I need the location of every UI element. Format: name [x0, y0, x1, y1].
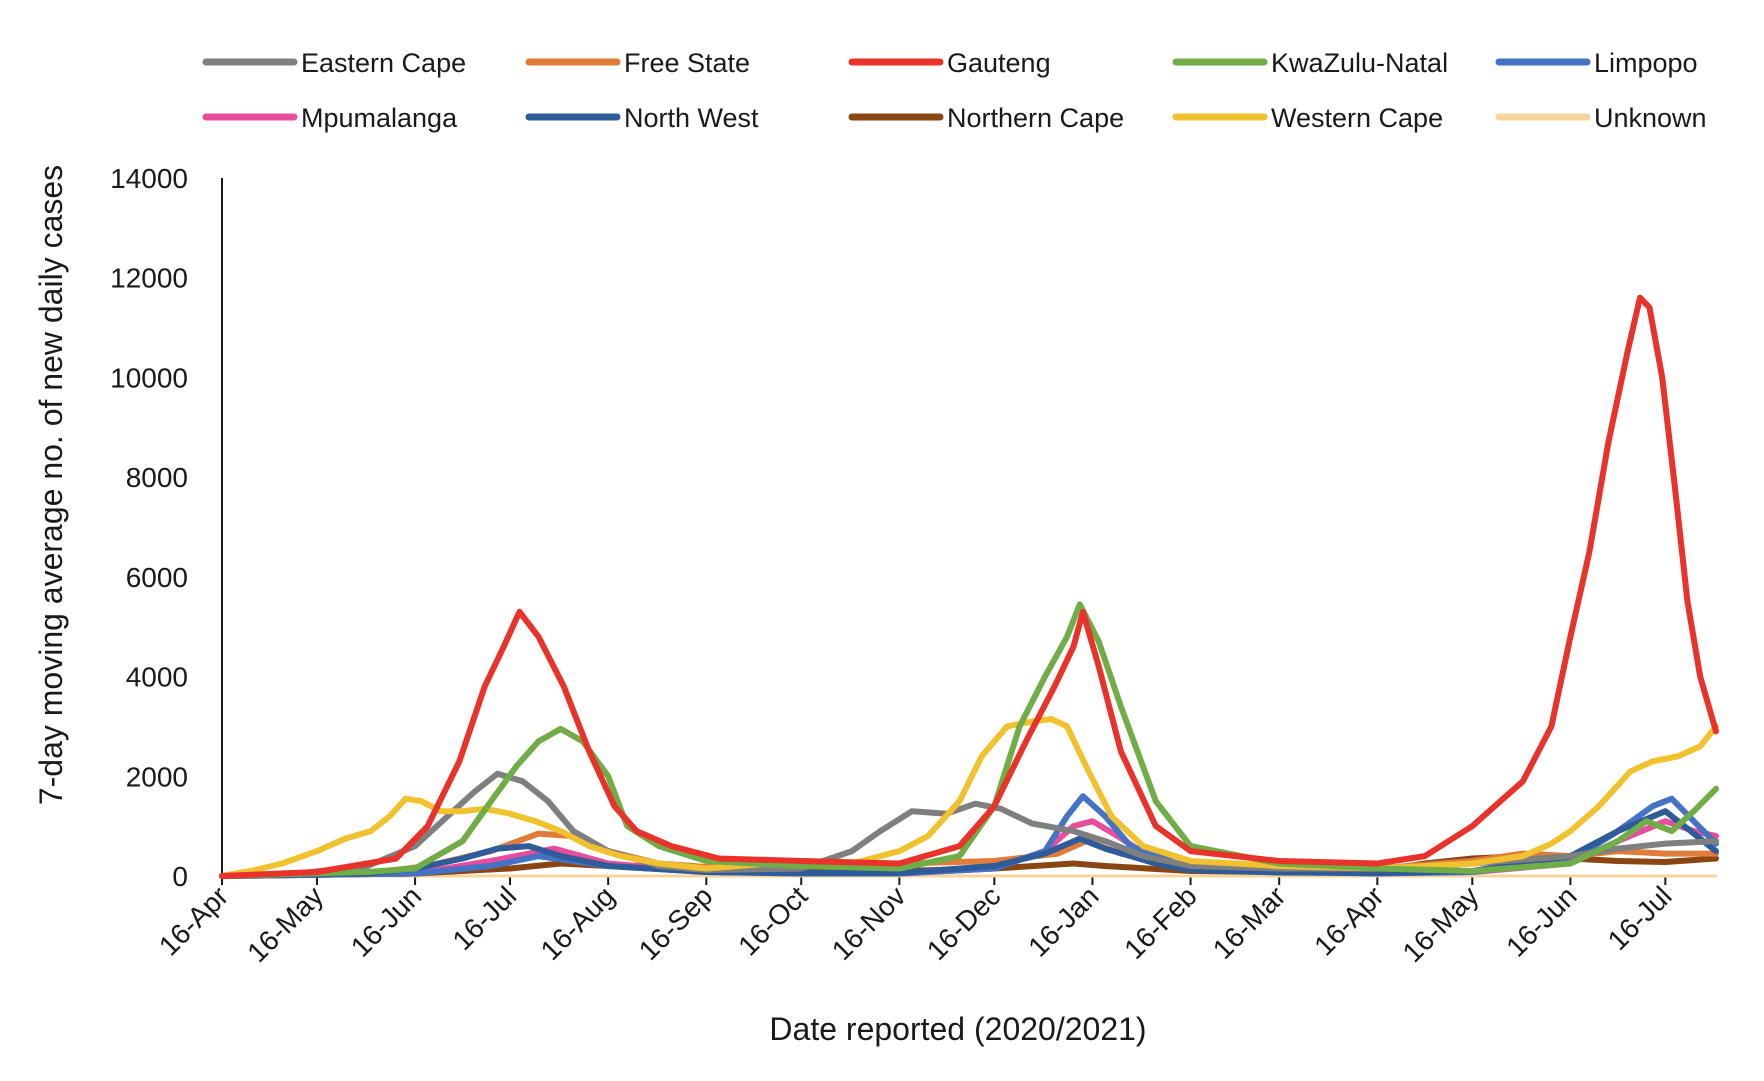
x-tick-label: 16-Oct	[732, 880, 813, 961]
series-line-western-cape	[219, 716, 1719, 879]
legend-item: North West	[525, 103, 759, 133]
legend-label: KwaZulu-Natal	[1271, 48, 1448, 78]
legend-label: Limpopo	[1594, 48, 1698, 78]
y-tick-label: 10000	[110, 362, 188, 393]
legend-item: Western Cape	[1172, 103, 1443, 133]
legend-item: Unknown	[1495, 103, 1707, 133]
x-tick-label: 16-Jun	[345, 880, 427, 962]
legend-label: Unknown	[1594, 103, 1707, 133]
legend-label: Western Cape	[1271, 103, 1443, 133]
y-tick-label: 0	[172, 861, 188, 892]
x-tick-label: 16-Jun	[1500, 880, 1582, 962]
x-tick-label: 16-Sep	[633, 880, 719, 966]
legend-label: Free State	[624, 48, 750, 78]
legend-label: Mpumalanga	[301, 103, 458, 133]
legend-item: Free State	[525, 48, 750, 78]
legend-item: Limpopo	[1495, 48, 1698, 78]
y-tick-label: 14000	[110, 163, 188, 194]
x-tick-label: 16-Feb	[1118, 880, 1203, 965]
series-line-gauteng	[219, 294, 1719, 879]
legend-label: Northern Cape	[947, 103, 1124, 133]
series-line-kwazulu-natal	[219, 601, 1719, 879]
legend: Eastern Cape Free State Gauteng KwaZulu-Nat…	[202, 48, 1707, 133]
x-tick-label: 16-Jul	[1602, 880, 1678, 956]
y-tick-label: 4000	[126, 662, 188, 693]
x-axis: 16-Apr 16-May 16-Jun 16-Jul 16-Aug 16-Sep 16-O…	[153, 875, 1716, 968]
y-axis-title: 7-day moving average no. of new daily ca…	[33, 165, 69, 805]
x-tick-label: 16-Apr	[1308, 880, 1389, 961]
plot-area	[219, 294, 1719, 879]
x-tick-label: 16-Jul	[446, 880, 522, 956]
legend-label: Eastern Cape	[301, 48, 466, 78]
y-tick-label: 8000	[126, 462, 188, 493]
legend-item: Gauteng	[848, 48, 1051, 78]
y-tick-label: 2000	[126, 761, 188, 792]
legend-item: Eastern Cape	[202, 48, 466, 78]
x-axis-title: Date reported (2020/2021)	[769, 1011, 1146, 1047]
x-tick-label: 16-Apr	[153, 880, 234, 961]
y-axis: 0 2000 4000 6000 8000 10000 12000 14000	[110, 163, 223, 892]
legend-label: North West	[624, 103, 759, 133]
y-tick-label: 12000	[110, 263, 188, 294]
x-tick-label: 16-Nov	[826, 880, 912, 966]
x-tick-label: 16-Jan	[1022, 880, 1104, 962]
x-tick-label: 16-Mar	[1207, 880, 1292, 965]
legend-label: Gauteng	[947, 48, 1051, 78]
x-tick-label: 16-Aug	[535, 880, 621, 966]
y-tick-label: 6000	[126, 562, 188, 593]
x-tick-label: 16-May	[241, 880, 329, 968]
legend-item: Mpumalanga	[202, 103, 458, 133]
x-tick-label: 16-May	[1397, 880, 1485, 968]
x-tick-label: 16-Dec	[921, 880, 1007, 966]
legend-item: Northern Cape	[848, 103, 1124, 133]
legend-item: KwaZulu-Natal	[1172, 48, 1448, 78]
